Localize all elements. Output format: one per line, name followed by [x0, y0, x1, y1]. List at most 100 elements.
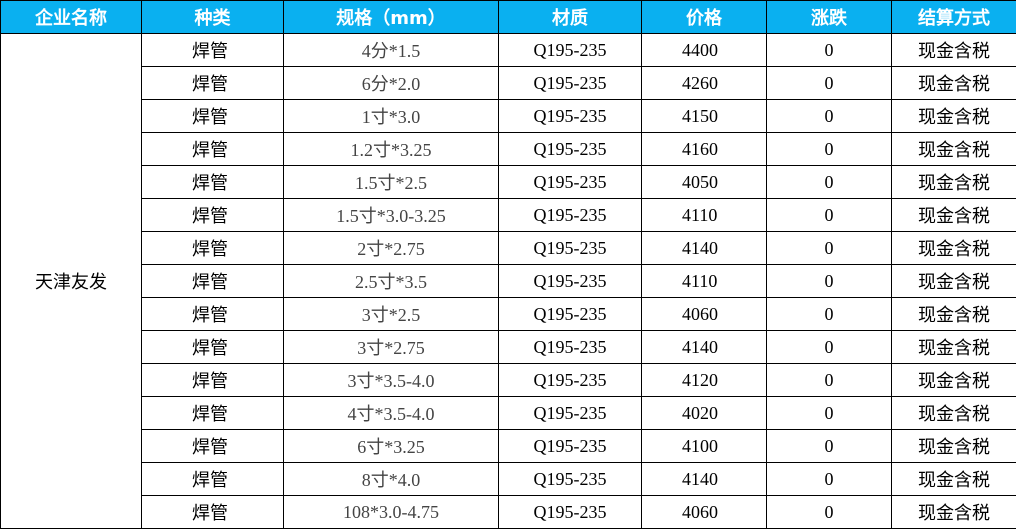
table-cell: 现金含税 [891, 462, 1016, 496]
table-cell: 现金含税 [891, 198, 1016, 232]
table-cell: 焊管 [141, 462, 284, 496]
header-cell: 价格 [641, 0, 767, 34]
table-cell: 焊管 [141, 198, 284, 232]
table-cell: 现金含税 [891, 363, 1016, 397]
company-cell: 天津友发 [0, 33, 142, 529]
table-cell: 4寸*3.5-4.0 [283, 396, 499, 430]
table-cell: 1寸*3.0 [283, 99, 499, 133]
table-body: 天津友发 焊管 4分*1.5 Q195-235 4400 0 现金含税 焊管 6分*2.0 Q19… [0, 33, 1016, 529]
table-cell: 1.5寸*3.0-3.25 [283, 198, 499, 232]
header-cell: 材质 [498, 0, 642, 34]
table-cell: 4060 [641, 297, 767, 331]
header-row: 企业名称 种类 规格（mm） 材质 价格 涨跌 结算方式 [0, 0, 1016, 34]
table-cell: 0 [766, 363, 892, 397]
table-cell: 2寸*2.75 [283, 231, 499, 265]
table-cell: 焊管 [141, 495, 284, 529]
table-cell: 现金含税 [891, 66, 1016, 100]
table-cell: 现金含税 [891, 132, 1016, 166]
table-cell: 0 [766, 99, 892, 133]
table-row: 天津友发 焊管 4分*1.5 Q195-235 4400 0 现金含税 [0, 33, 1016, 529]
table-row: 焊管 3寸*2.5 Q195-235 4060 0 现金含税 [1, 297, 1016, 331]
table-cell: 0 [766, 495, 892, 529]
table-cell: 0 [766, 429, 892, 463]
table-cell: 4110 [641, 198, 767, 232]
table-cell: 3寸*2.5 [283, 297, 499, 331]
table-cell: 0 [766, 396, 892, 430]
table-cell: 4050 [641, 165, 767, 199]
table-cell: Q195-235 [498, 363, 642, 397]
table-cell: 2.5寸*3.5 [283, 264, 499, 298]
table-cell: 4140 [641, 231, 767, 265]
table-cell: 0 [766, 297, 892, 331]
table-cell: 4140 [641, 462, 767, 496]
table-cell: Q195-235 [498, 462, 642, 496]
table-cell: Q195-235 [498, 396, 642, 430]
table-cell: 0 [766, 330, 892, 364]
table-cell: 现金含税 [891, 33, 1016, 67]
table-row: 焊管 4寸*3.5-4.0 Q195-235 4020 0 现金含税 [1, 396, 1016, 430]
table-cell: 1.2寸*3.25 [283, 132, 499, 166]
table-cell: 0 [766, 462, 892, 496]
table-cell: 焊管 [141, 165, 284, 199]
table-cell: Q195-235 [498, 264, 642, 298]
table-cell: 4160 [641, 132, 767, 166]
table-row: 焊管 3寸*3.5-4.0 Q195-235 4120 0 现金含税 [1, 363, 1016, 397]
table-cell: 焊管 [141, 99, 284, 133]
table-cell: 现金含税 [891, 165, 1016, 199]
table-cell: 0 [766, 231, 892, 265]
table-cell: 4140 [641, 330, 767, 364]
table-cell: Q195-235 [498, 66, 642, 100]
table-cell: 4100 [641, 429, 767, 463]
table-cell: 4110 [641, 264, 767, 298]
table-cell: Q195-235 [498, 429, 642, 463]
table-cell: 焊管 [141, 363, 284, 397]
table-cell: 0 [766, 132, 892, 166]
table-row: 焊管 2.5寸*3.5 Q195-235 4110 0 现金含税 [1, 264, 1016, 298]
table-cell: 焊管 [141, 396, 284, 430]
table-cell: 4分*1.5 [283, 33, 499, 67]
table-row: 焊管 2寸*2.75 Q195-235 4140 0 现金含税 [1, 231, 1016, 265]
table-row: 焊管 1.5寸*3.0-3.25 Q195-235 4110 0 现金含税 [1, 198, 1016, 232]
table-cell: 6寸*3.25 [283, 429, 499, 463]
table-cell: 焊管 [141, 429, 284, 463]
table-row: 焊管 6分*2.0 Q195-235 4260 0 现金含税 [1, 66, 1016, 100]
table-cell: 焊管 [141, 33, 284, 67]
table-cell: Q195-235 [498, 297, 642, 331]
table-cell: 108*3.0-4.75 [283, 495, 499, 529]
header-cell: 种类 [141, 0, 284, 34]
table-cell: 现金含税 [891, 231, 1016, 265]
table-cell: 0 [766, 264, 892, 298]
table-cell: 0 [766, 165, 892, 199]
table-cell: 现金含税 [891, 495, 1016, 529]
table-cell: 3寸*3.5-4.0 [283, 363, 499, 397]
table-row: 焊管 108*3.0-4.75 Q195-235 4060 0 现金含税 [1, 495, 1016, 529]
table-cell: Q195-235 [498, 330, 642, 364]
header-cell: 规格（mm） [283, 0, 499, 34]
header-cell: 结算方式 [891, 0, 1016, 34]
table-cell: 焊管 [141, 330, 284, 364]
table-cell: 现金含税 [891, 396, 1016, 430]
table-cell: 3寸*2.75 [283, 330, 499, 364]
table-cell: 6分*2.0 [283, 66, 499, 100]
table-row: 焊管 1.5寸*2.5 Q195-235 4050 0 现金含税 [1, 165, 1016, 199]
table-cell: 1.5寸*2.5 [283, 165, 499, 199]
table-cell: 焊管 [141, 66, 284, 100]
table-cell: Q195-235 [498, 198, 642, 232]
table-row: 焊管 8寸*4.0 Q195-235 4140 0 现金含税 [1, 462, 1016, 496]
table-cell: 0 [766, 198, 892, 232]
table-cell: 4020 [641, 396, 767, 430]
table-cell: Q195-235 [498, 495, 642, 529]
table-cell: 4260 [641, 66, 767, 100]
table-cell: 现金含税 [891, 99, 1016, 133]
table-cell: 现金含税 [891, 330, 1016, 364]
table-cell: 焊管 [141, 264, 284, 298]
table-cell: Q195-235 [498, 231, 642, 265]
header-cell: 企业名称 [0, 0, 142, 34]
header-cell: 涨跌 [766, 0, 892, 34]
table-row: 焊管 3寸*2.75 Q195-235 4140 0 现金含税 [1, 330, 1016, 364]
table-cell: 8寸*4.0 [283, 462, 499, 496]
table-cell: 焊管 [141, 297, 284, 331]
table-cell: 0 [766, 33, 892, 67]
